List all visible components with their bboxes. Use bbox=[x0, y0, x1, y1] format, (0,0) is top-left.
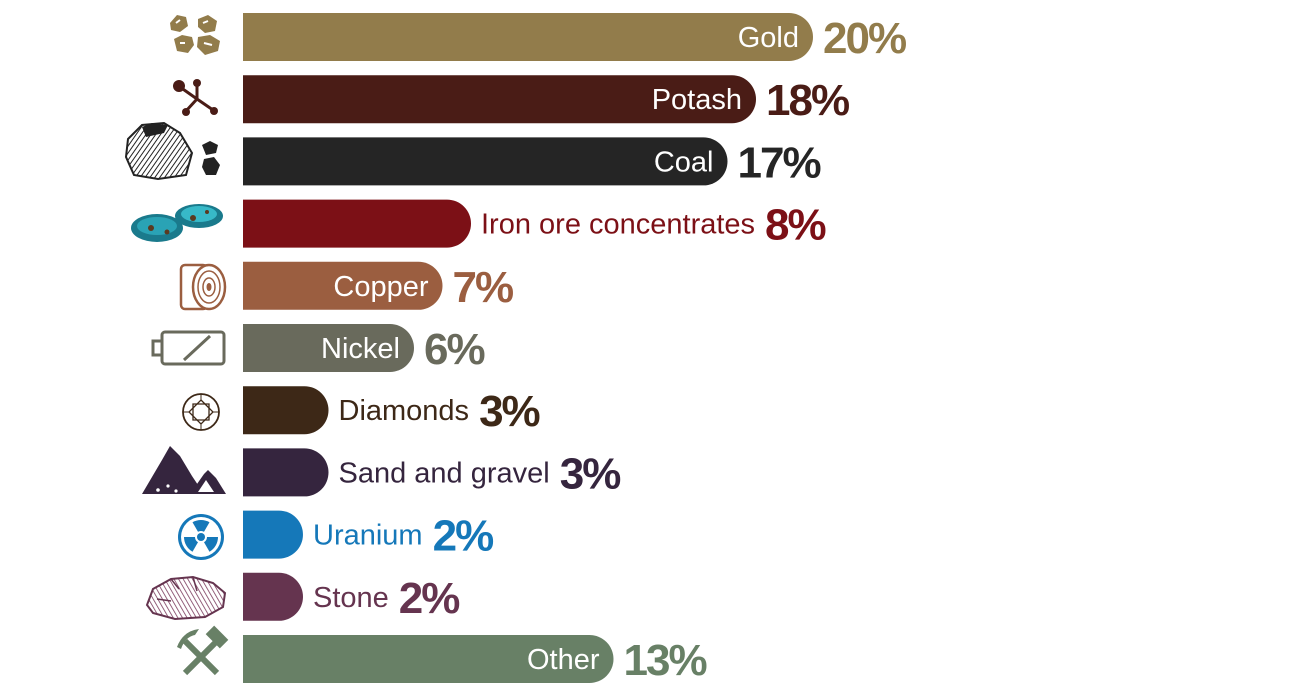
value-label-sand-and-gravel: 3% bbox=[560, 449, 620, 498]
molecule-icon bbox=[173, 79, 218, 116]
value-label-nickel: 6% bbox=[424, 325, 484, 374]
bar-other bbox=[243, 635, 614, 683]
value-label-copper: 7% bbox=[453, 263, 513, 312]
value-label-iron-ore-concentrates: 8% bbox=[765, 201, 825, 250]
coal-lumps-icon bbox=[124, 121, 220, 181]
bar-label-iron-ore-concentrates: Iron ore concentrates bbox=[481, 209, 755, 241]
bar-label-copper: Copper bbox=[333, 271, 428, 303]
sand-gravel-piles-icon bbox=[142, 446, 226, 494]
bar-potash bbox=[243, 75, 756, 124]
bar-label-gold: Gold bbox=[738, 22, 799, 54]
value-label-uranium: 2% bbox=[433, 512, 493, 561]
bar-label-sand-and-gravel: Sand and gravel bbox=[339, 457, 550, 489]
bar-label-stone: Stone bbox=[313, 582, 389, 614]
bar-label-other: Other bbox=[527, 644, 600, 676]
bar-gold bbox=[243, 13, 813, 61]
diamond-icon bbox=[182, 393, 220, 431]
bar-copper bbox=[243, 261, 443, 310]
stone-rock-icon bbox=[145, 575, 227, 621]
value-label-diamonds: 3% bbox=[479, 387, 539, 436]
value-label-gold: 20% bbox=[823, 14, 906, 63]
bar-stone bbox=[243, 572, 303, 621]
value-label-coal: 17% bbox=[738, 138, 821, 187]
bar-labels: Gold Potash Coal Iron ore concentrates Coppe… bbox=[313, 22, 799, 676]
pick-hammer-icon bbox=[177, 625, 229, 676]
bar-uranium bbox=[243, 510, 303, 559]
value-label-other: 13% bbox=[624, 636, 707, 685]
bar-label-coal: Coal bbox=[654, 146, 714, 178]
copper-coil-icon bbox=[179, 263, 227, 311]
bar-sand-and-gravel bbox=[243, 448, 329, 497]
bar-label-potash: Potash bbox=[652, 84, 742, 116]
value-label-stone: 2% bbox=[399, 574, 459, 623]
bar-coal bbox=[243, 137, 728, 186]
value-label-potash: 18% bbox=[766, 76, 849, 125]
bar-iron-ore-concentrates bbox=[243, 199, 471, 248]
bar-label-nickel: Nickel bbox=[321, 333, 400, 365]
value-labels: 20% 18% 17% 8% 7% 6% 3% 3% 2% 2% 13% bbox=[399, 14, 908, 685]
iron-ore-rocks-icon bbox=[131, 204, 223, 242]
bar-diamonds bbox=[243, 386, 329, 435]
gold-nuggets-icon bbox=[170, 15, 220, 55]
bars bbox=[243, 13, 813, 683]
icons bbox=[124, 15, 229, 676]
battery-icon bbox=[151, 330, 226, 366]
bar-label-uranium: Uranium bbox=[313, 520, 423, 552]
bar-nickel bbox=[243, 324, 414, 372]
radiation-icon bbox=[178, 514, 224, 560]
bar-label-diamonds: Diamonds bbox=[339, 395, 470, 427]
